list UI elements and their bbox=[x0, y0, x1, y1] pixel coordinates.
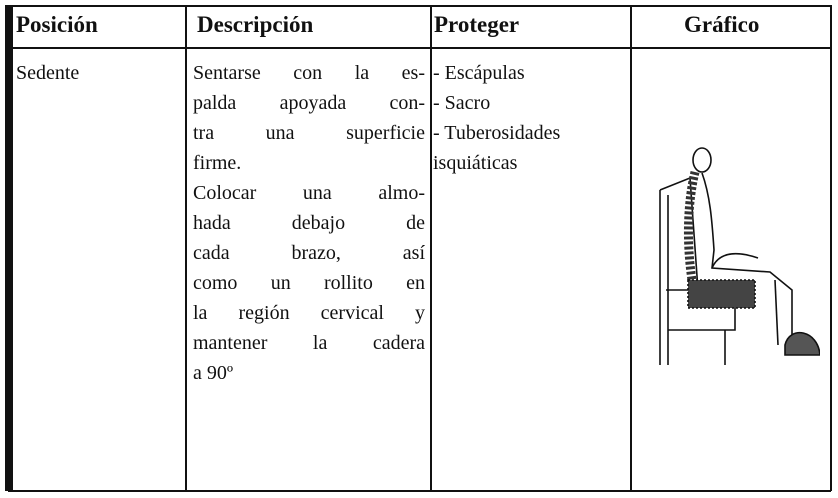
rule bbox=[8, 47, 831, 49]
description-line: palda apoyada con- bbox=[193, 92, 425, 114]
protect-cell: - Escápulas - Sacro - Tuberosidades isquiát… bbox=[433, 58, 628, 178]
header-cell: Gráfico bbox=[684, 12, 760, 37]
description-line: a 90º bbox=[193, 362, 234, 384]
header-cell: Posición bbox=[16, 12, 98, 37]
protect-line: - Tuberosidades bbox=[433, 122, 561, 144]
rule bbox=[630, 5, 632, 491]
position-cell: Sedente bbox=[16, 62, 80, 84]
protect-line: - Sacro bbox=[433, 92, 491, 114]
description-line: Sentarse con la es- bbox=[193, 62, 425, 84]
rule bbox=[830, 5, 832, 491]
rule bbox=[185, 5, 187, 491]
description-line: firme. bbox=[193, 152, 242, 174]
description-line: Colocar una almo- bbox=[193, 182, 425, 204]
header-cell: Proteger bbox=[434, 12, 520, 37]
protect-line: isquiáticas bbox=[433, 152, 518, 174]
left-border bbox=[5, 5, 13, 491]
description-line: la región cervical y bbox=[193, 302, 425, 324]
rule bbox=[430, 5, 432, 491]
description-line: hada debajo de bbox=[193, 212, 425, 234]
description-line: cada brazo, así bbox=[193, 242, 425, 264]
description-cell: Sentarse con la es-palda apoyada con-tra… bbox=[193, 58, 425, 388]
description-line: tra una superficie bbox=[193, 122, 425, 144]
header-cell: Descripción bbox=[197, 12, 314, 37]
seated-figure bbox=[659, 147, 820, 365]
description-line: mantener la cadera bbox=[193, 332, 425, 354]
description-line: como un rollito en bbox=[193, 272, 425, 294]
rule bbox=[8, 5, 831, 7]
protect-line: - Escápulas bbox=[433, 62, 525, 84]
rule bbox=[8, 490, 831, 492]
